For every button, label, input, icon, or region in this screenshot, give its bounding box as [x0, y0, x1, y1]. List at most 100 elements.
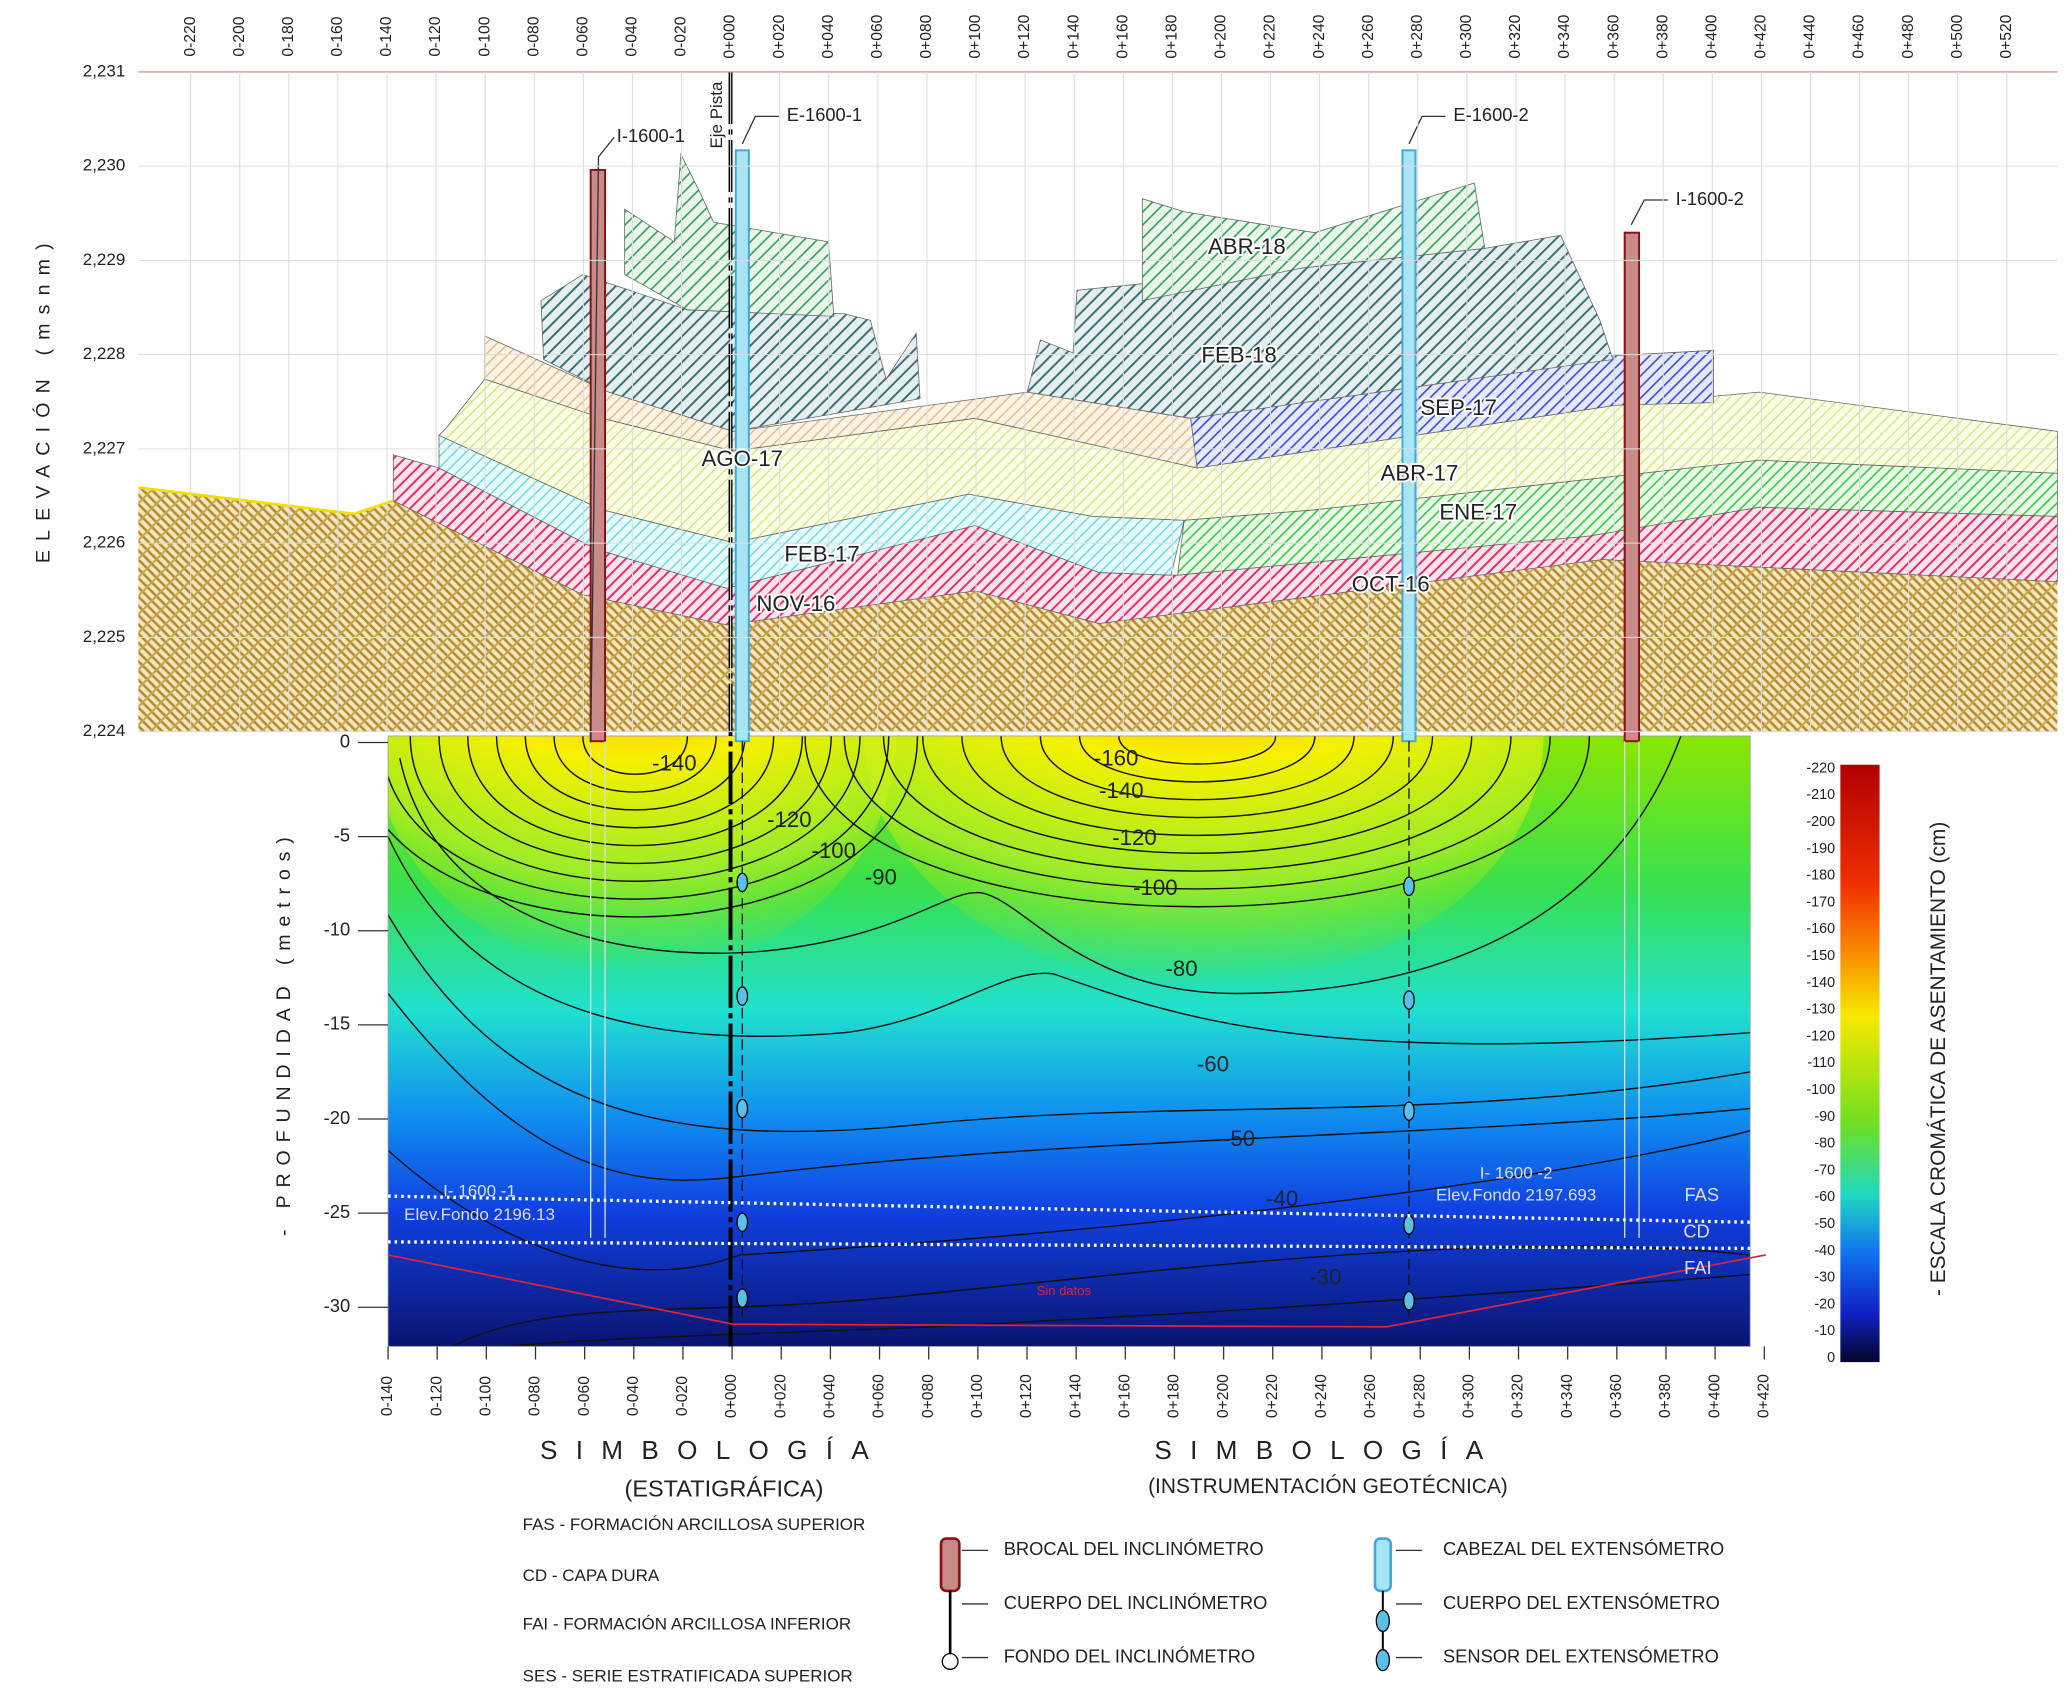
legend-symbols: [939, 1537, 1423, 1672]
station-label: 0+520: [1998, 14, 2015, 58]
color-scale: [1840, 764, 1880, 1363]
elevation-title: ELEVACIÓN (msnm): [31, 234, 54, 563]
station-label: 0+360: [1608, 1374, 1625, 1418]
contour: [495, 735, 775, 829]
station-label: 0+000: [722, 14, 739, 58]
station-label: 0+220: [1262, 14, 1279, 58]
station-label: 0+360: [1605, 14, 1622, 58]
legend-item: CUERPO DEL EXTENSÓMETRO: [1443, 1592, 1720, 1613]
scale-tick: -20: [1814, 1296, 1835, 1312]
legend-symbol: [1373, 1537, 1392, 1593]
station-label: 0+300: [1461, 1374, 1478, 1418]
legend-symbol: [1375, 1609, 1391, 1633]
station-label: 0+100: [967, 14, 984, 58]
strata-marker: CD: [1683, 1221, 1709, 1242]
station-label: 0+020: [771, 14, 788, 58]
station-label: 0+460: [1851, 14, 1868, 58]
station-label: 0+140: [1065, 14, 1082, 58]
station-label: 0-100: [477, 1376, 494, 1416]
contour-label: -160: [1094, 745, 1138, 770]
station-label: 0+120: [1016, 14, 1033, 58]
no-data: Sin datos: [1037, 1283, 1092, 1298]
contour: [388, 735, 890, 900]
scale-tick: -50: [1814, 1216, 1835, 1232]
layer-label: FEB-18: [1201, 343, 1276, 368]
station-label: 0+440: [1802, 14, 1819, 58]
legend-item: FONDO DEL INCLINÓMETRO: [1004, 1645, 1255, 1666]
contour-label: -140: [652, 751, 696, 776]
sensor: [1403, 1101, 1415, 1121]
station-label: 0+240: [1313, 1374, 1330, 1418]
contour: [438, 735, 832, 865]
elevation-tick: 2,227: [83, 438, 126, 457]
station-label: 0+100: [969, 1374, 986, 1418]
station-label: 0-200: [231, 16, 248, 56]
contour: [804, 735, 1591, 908]
layer-label: ABR-18: [1208, 234, 1286, 259]
layer-label: FEB-17: [784, 541, 859, 566]
station-label: 0+200: [1213, 14, 1230, 58]
scale-tick: -200: [1806, 814, 1835, 830]
legend-item: SENSOR DEL EXTENSÓMETRO: [1443, 1645, 1719, 1666]
depth-tick: -25: [324, 1201, 350, 1222]
contour-label: -90: [865, 864, 897, 889]
scale-tick: -140: [1806, 975, 1835, 991]
scale-tick: -30: [1814, 1270, 1835, 1286]
station-label: 0+040: [822, 1374, 839, 1418]
contour-label: -120: [1112, 825, 1156, 850]
station-label: 0+280: [1409, 14, 1426, 58]
station-label: 0+400: [1706, 1374, 1723, 1418]
layer-blue: [1190, 349, 1714, 469]
scale-tick: -60: [1814, 1189, 1835, 1205]
station-label: 0-120: [428, 1376, 445, 1416]
sensor: [1403, 1290, 1415, 1311]
contour: [388, 735, 919, 918]
axis-line-label: Eje Pista: [707, 81, 726, 149]
legend-leader: [961, 1549, 1423, 1659]
contour: [1118, 735, 1277, 765]
contour: [553, 735, 717, 793]
station-label: 0+340: [1556, 14, 1573, 58]
station-label: 0+180: [1164, 14, 1181, 58]
scale-tick: -160: [1806, 921, 1835, 937]
contour: [1039, 735, 1355, 801]
station-label: 0+120: [1018, 1374, 1035, 1418]
station-label: 0-060: [576, 1376, 593, 1416]
depth-tick: -10: [324, 919, 350, 940]
legend-title: SIMBOLOGÍA: [540, 1435, 887, 1465]
station-label: 0+200: [1215, 1374, 1232, 1418]
contour: [1078, 735, 1316, 783]
elevation-tick: 2,229: [83, 250, 126, 269]
station-label: 0+060: [871, 1374, 888, 1418]
station-label: 0-140: [379, 1376, 396, 1416]
ground-line: [138, 486, 394, 516]
contour-label: -100: [1133, 875, 1177, 900]
station-label: 0+160: [1116, 1374, 1133, 1418]
contour: [399, 735, 1682, 995]
station-label: 0-220: [182, 16, 199, 56]
strata-marker: FAI: [1684, 1257, 1711, 1278]
depth-tick: 0: [340, 730, 350, 751]
stratigraphy: [138, 152, 2058, 733]
layer-label: AGO-17: [702, 446, 784, 471]
sensor: [736, 1288, 749, 1308]
contour: [582, 735, 689, 775]
station-label: 0-120: [427, 16, 444, 56]
bulb: [388, 735, 897, 972]
elevation-tick: 2,225: [83, 627, 126, 646]
scale-tick: -190: [1806, 841, 1835, 857]
layer-label: NOV-16: [756, 591, 835, 616]
scale-tick: -80: [1814, 1136, 1835, 1152]
station-label: 0+420: [1753, 14, 1770, 58]
sensor: [1403, 1215, 1415, 1235]
scale-tick: -100: [1806, 1082, 1835, 1098]
legend-symbol: [1375, 1649, 1391, 1672]
contour-label: -140: [1099, 778, 1143, 803]
station-label: 0+320: [1507, 14, 1524, 58]
scale-title: - ESCALA CROMÁTICA DE ASENTAMIENTO (cm): [1927, 822, 1950, 1296]
station-label: 0-180: [280, 16, 297, 56]
station-label: 0+020: [772, 1374, 789, 1418]
depth-tick: -5: [334, 824, 350, 845]
contour: [504, 1273, 1751, 1347]
